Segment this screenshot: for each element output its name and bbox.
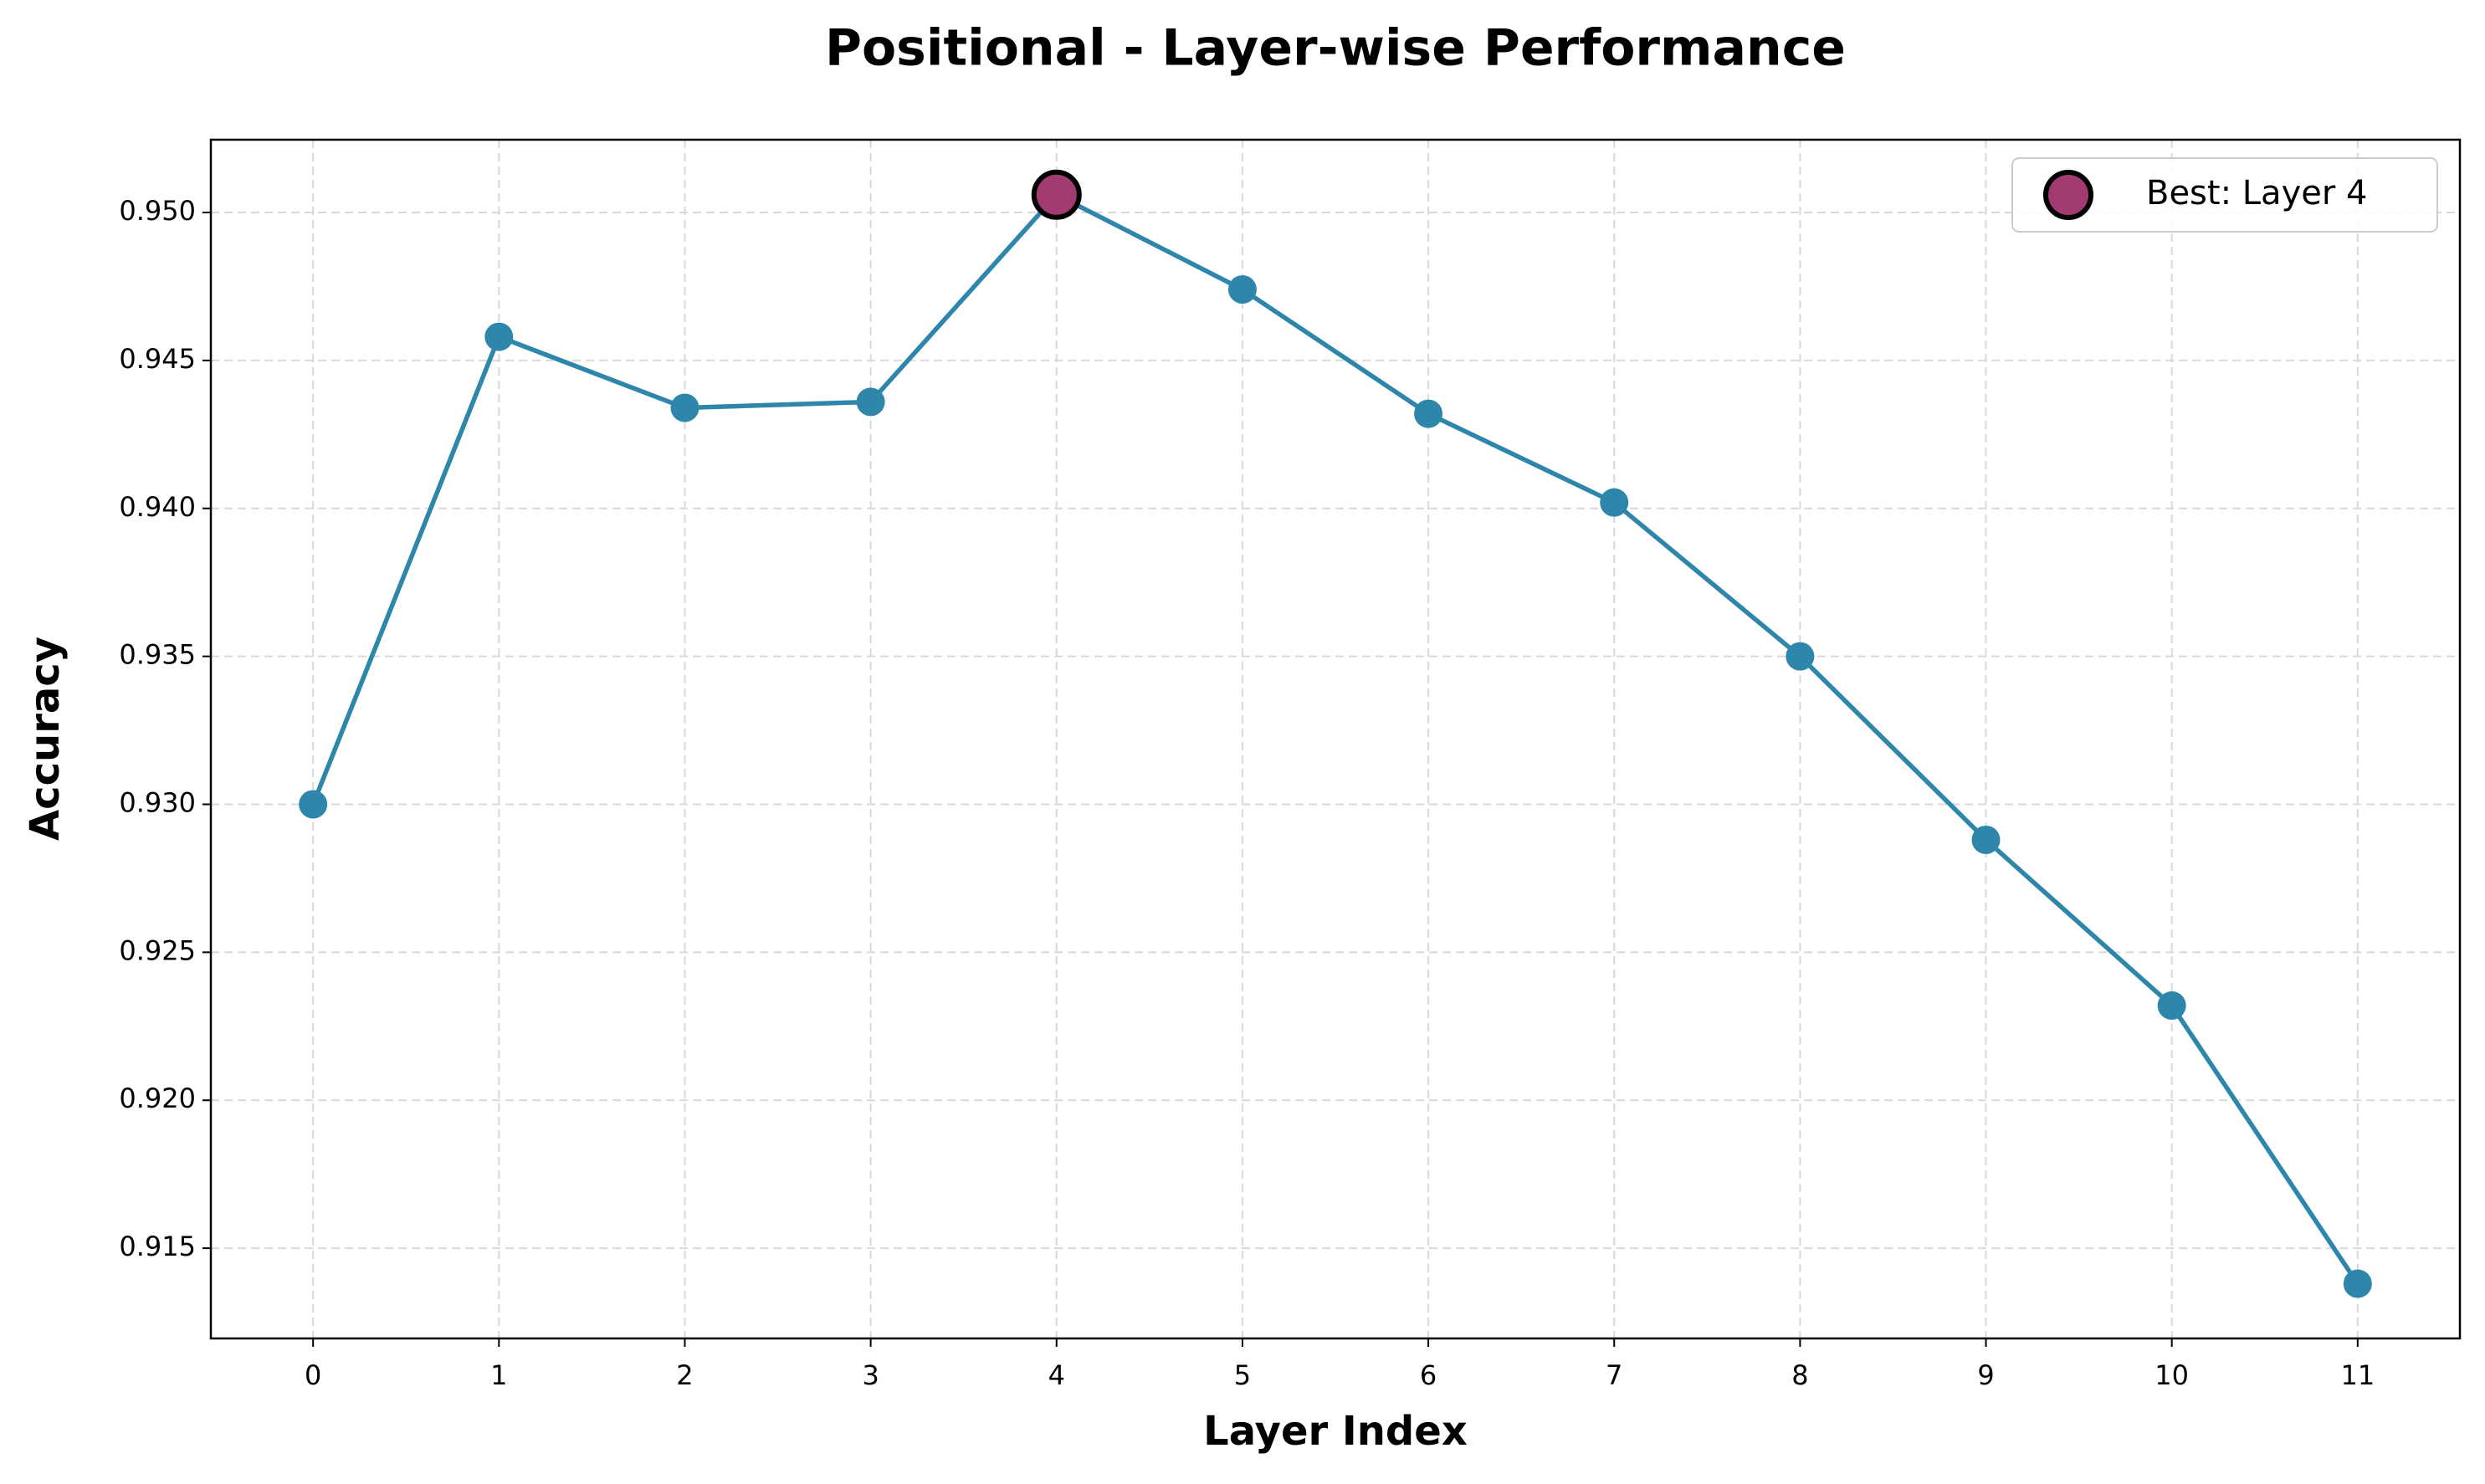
y-tick-label: 0.915 [119,1231,196,1262]
legend-box [2011,157,2438,233]
point [1786,642,1815,671]
y-tick-label: 0.920 [119,1082,196,1114]
x-tick-label: 10 [2155,1359,2189,1391]
legend-marker [2043,170,2093,220]
x-tick-label: 11 [2340,1359,2375,1391]
x-tick-label: 3 [862,1359,879,1391]
x-tick-label: 7 [1606,1359,1622,1391]
chart-title: Positional - Layer-wise Performance [825,19,1846,78]
point [856,387,885,417]
x-tick-label: 5 [1234,1359,1251,1391]
point [1600,488,1629,517]
y-tick-label: 0.930 [119,786,196,818]
point [484,322,514,351]
y-axis-label: Accuracy [22,637,69,841]
y-tick-label: 0.950 [119,195,196,227]
x-tick-label: 4 [1048,1359,1065,1391]
x-tick-label: 2 [676,1359,693,1391]
point [299,790,328,819]
y-tick-label: 0.945 [119,343,196,375]
x-tick-label: 8 [1791,1359,1808,1391]
point [670,393,699,422]
line [310,192,2360,1286]
x-tick-label: 9 [1977,1359,1994,1391]
x-tick-label: 1 [490,1359,507,1391]
y-tick-label: 0.925 [119,934,196,966]
point [2343,1269,2372,1298]
y-tick-label: 0.935 [119,639,196,671]
y-tick-label: 0.940 [119,491,196,523]
point [1971,825,2001,854]
x-tick-label: 0 [305,1359,321,1391]
point [2157,991,2186,1021]
plot-frame [209,138,2462,1340]
x-tick-label: 6 [1420,1359,1437,1391]
point [1227,274,1257,304]
point [1414,399,1443,428]
best-point [1031,169,1082,220]
x-axis-label: Layer Index [1203,1408,1468,1455]
legend-label: Best: Layer 4 [2146,174,2367,212]
